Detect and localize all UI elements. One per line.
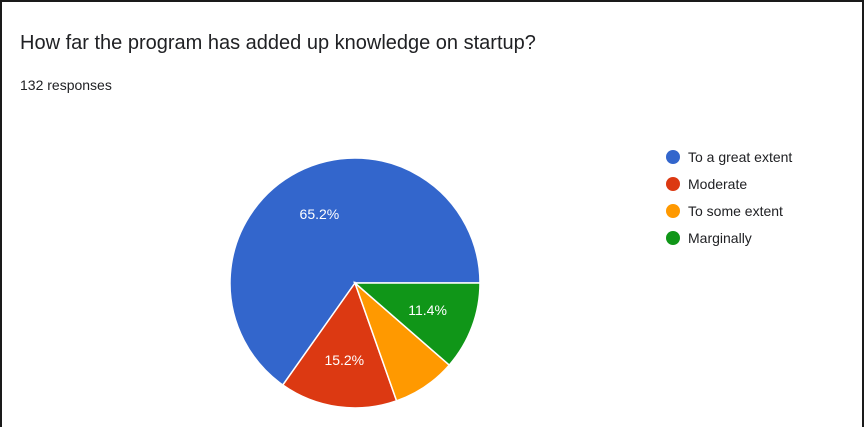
- legend-label: Moderate: [688, 175, 748, 192]
- legend-label: Marginally: [688, 229, 752, 246]
- legend-swatch: [666, 149, 680, 164]
- pie-slice-to-a-great-extent[interactable]: [229, 157, 481, 387]
- pie-slice-value-label: 11.4%: [408, 302, 447, 318]
- pie-slice-value-label: 65.2%: [300, 206, 340, 222]
- pie-slice-marginally[interactable]: [352, 282, 481, 367]
- legend-swatch: [666, 230, 680, 245]
- pie-slice-value-label: 15.2%: [324, 352, 364, 368]
- legend-item[interactable]: Moderate: [666, 175, 792, 192]
- question-title: How far the program has added up knowled…: [20, 32, 536, 54]
- pie-slice-moderate[interactable]: [281, 281, 398, 409]
- legend-item[interactable]: To a great extent: [666, 148, 792, 165]
- legend-swatch: [666, 203, 680, 218]
- legend-item[interactable]: To some extent: [666, 202, 792, 219]
- chart-legend: To a great extent Moderate To some extent M…: [666, 148, 792, 256]
- legend-label: To a great extent: [688, 148, 793, 165]
- legend-swatch: [666, 176, 680, 191]
- legend-item[interactable]: Marginally: [666, 229, 792, 246]
- response-count: 132 responses: [20, 77, 112, 93]
- legend-label: To some extent: [688, 202, 783, 219]
